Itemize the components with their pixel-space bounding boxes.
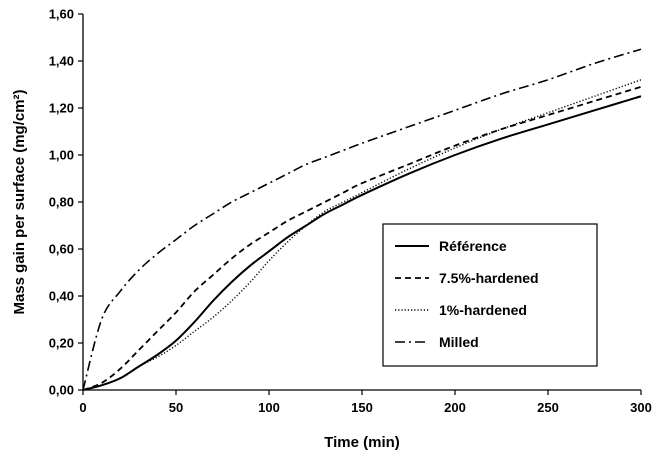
tick-labels: 0,00 0,20 0,40 0,60 0,80 1,00 1,20 1,40 1,60 0 50 1…: [49, 7, 652, 416]
x-tick-label: 100: [258, 400, 280, 415]
series-line-4: [82, 48, 642, 391]
x-tick-label: 150: [351, 400, 373, 415]
y-tick-label: 0,80: [49, 195, 74, 210]
y-tick-label: 0,00: [49, 383, 74, 398]
y-tick-label: 1,00: [49, 148, 74, 163]
legend: Référence 7.5%-hardened 1%-hardened Milled: [382, 223, 598, 367]
legend-label: 1%-hardened: [439, 302, 527, 318]
x-tick-label: 200: [444, 400, 466, 415]
series-line-2: [82, 85, 642, 391]
legend-label: Référence: [439, 238, 507, 254]
series-line-1: [82, 95, 642, 391]
y-tick-label: 1,60: [49, 7, 74, 22]
legend-label: Milled: [439, 334, 479, 350]
y-tick-label: 1,20: [49, 101, 74, 116]
x-tick-label: 0: [79, 400, 86, 415]
axes: [78, 13, 642, 395]
y-tick-label: 1,40: [49, 54, 74, 69]
y-axis-title: Mass gain per surface (mg/cm²): [11, 89, 28, 314]
x-tick-label: 250: [537, 400, 559, 415]
y-tick-label: 0,40: [49, 289, 74, 304]
x-tick-label: 50: [169, 400, 183, 415]
y-tick-label: 0,20: [49, 336, 74, 351]
series-line-3: [82, 79, 642, 391]
y-tick-label: 0,60: [49, 242, 74, 257]
series-lines: [82, 48, 642, 391]
x-axis-title: Time (min): [324, 434, 400, 451]
x-tick-label: 300: [630, 400, 652, 415]
legend-label: 7.5%-hardened: [439, 270, 539, 286]
